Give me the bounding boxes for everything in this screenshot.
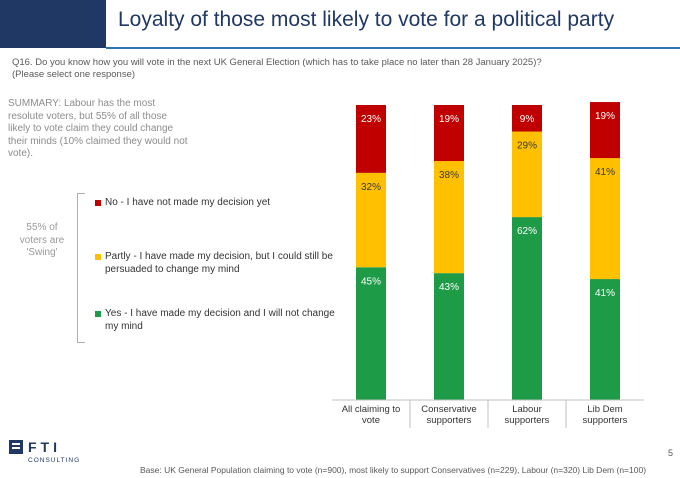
bar-no-3 bbox=[590, 102, 620, 159]
base-note: Base: UK General Population claiming to … bbox=[140, 465, 647, 475]
legend-item-yes: Yes - I have made my decision and I will… bbox=[95, 307, 335, 333]
bar-partly-2 bbox=[512, 131, 542, 218]
fti-consulting-logo: FTI CONSULTING bbox=[9, 439, 80, 464]
question-text: Q16. Do you know how you will vote in th… bbox=[12, 57, 542, 68]
bar-yes-3 bbox=[590, 279, 620, 400]
category-label-3: supporters bbox=[583, 415, 628, 426]
data-label-partly-1: 38% bbox=[439, 170, 459, 181]
swing-bracket bbox=[77, 193, 85, 343]
bar-yes-2 bbox=[512, 217, 542, 400]
data-label-yes-3: 41% bbox=[595, 288, 615, 299]
legend-swatch-yes bbox=[95, 311, 101, 317]
legend-label-partly: Partly - I have made my decision, but I … bbox=[105, 251, 333, 275]
data-label-no-1: 19% bbox=[439, 114, 459, 125]
legend-label-no: No - I have not made my decision yet bbox=[105, 197, 271, 208]
bar-no-1 bbox=[434, 105, 464, 162]
page-title: Loyalty of those most likely to vote for… bbox=[118, 8, 615, 31]
legend-swatch-no bbox=[95, 200, 101, 206]
data-label-partly-0: 32% bbox=[361, 182, 381, 193]
data-label-no-2: 9% bbox=[520, 114, 535, 125]
legend-label-yes: Yes - I have made my decision and I will… bbox=[105, 308, 335, 332]
legend-swatch-partly bbox=[95, 254, 101, 260]
logo-wordmark: FTI bbox=[28, 439, 61, 455]
bar-partly-3 bbox=[590, 158, 620, 280]
category-label-1: Conservative bbox=[421, 404, 476, 415]
page-number: 5 bbox=[668, 448, 674, 458]
data-label-yes-2: 62% bbox=[517, 226, 537, 237]
category-label-2: supporters bbox=[505, 415, 550, 426]
category-label-0: All claiming to bbox=[342, 404, 401, 415]
title-divider bbox=[106, 47, 680, 49]
category-label-2: Labour bbox=[512, 404, 542, 415]
category-label-3: Lib Dem bbox=[587, 404, 622, 415]
bar-no-0 bbox=[356, 105, 386, 173]
category-label-0: vote bbox=[362, 415, 380, 426]
bar-partly-0 bbox=[356, 172, 386, 268]
summary-text: SUMMARY: Labour has the most resolute vo… bbox=[8, 98, 188, 159]
survey-question: Q16. Do you know how you will vote in th… bbox=[12, 57, 672, 81]
header-brand-block bbox=[0, 0, 106, 48]
data-label-partly-2: 29% bbox=[517, 141, 537, 152]
data-label-no-3: 19% bbox=[595, 111, 615, 122]
data-label-no-0: 23% bbox=[361, 114, 381, 125]
logo-subtitle: CONSULTING bbox=[28, 457, 80, 464]
bar-no-2 bbox=[512, 105, 542, 132]
bar-partly-1 bbox=[434, 161, 464, 274]
category-label-1: supporters bbox=[427, 415, 472, 426]
question-instruction: (Please select one response) bbox=[12, 69, 136, 80]
legend-item-no: No - I have not made my decision yet bbox=[95, 196, 335, 209]
bar-yes-0 bbox=[356, 267, 386, 400]
data-label-partly-3: 41% bbox=[595, 167, 615, 178]
data-label-yes-1: 43% bbox=[439, 282, 459, 293]
swing-note: 55% of voters are 'Swing' bbox=[19, 222, 65, 258]
bar-yes-1 bbox=[434, 273, 464, 400]
legend-item-partly: Partly - I have made my decision, but I … bbox=[95, 250, 335, 276]
data-label-yes-0: 45% bbox=[361, 276, 381, 287]
